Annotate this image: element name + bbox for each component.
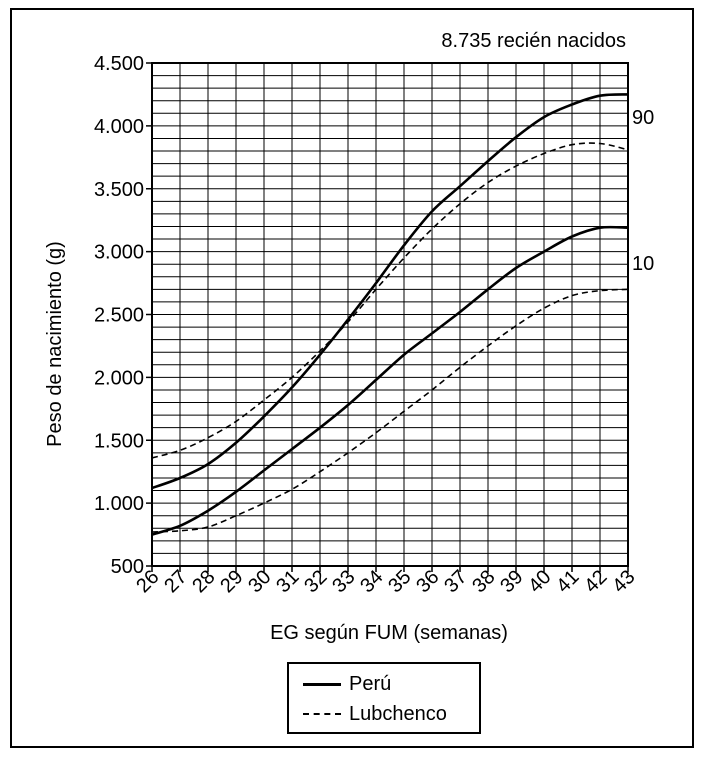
y-tick-label: 3.500 [94, 179, 144, 201]
sample-size-annotation: 8.735 recién nacidos [441, 30, 626, 52]
y-tick-label: 2.500 [94, 305, 144, 327]
y-tick-label: 2.000 [94, 367, 144, 389]
x-tick-label: 31 [272, 566, 303, 597]
dashed-line-swatch [303, 713, 341, 715]
x-tick-label: 27 [160, 566, 191, 597]
legend-label-peru: Perú [349, 672, 392, 695]
legend: Perú Lubchenco [287, 662, 481, 734]
y-tick-label: 4.500 [94, 53, 144, 75]
x-tick-label: 39 [496, 566, 527, 597]
grid [152, 63, 628, 566]
x-tick-label: 30 [244, 566, 275, 597]
figure-frame [10, 8, 694, 748]
legend-item-lubchenco: Lubchenco [303, 700, 447, 728]
percentile-10-label: 10 [632, 253, 654, 275]
y-tick-label: 3.000 [94, 242, 144, 264]
x-tick-label: 38 [468, 566, 499, 597]
y-axis-label: Peso de nacimiento (g) [44, 241, 66, 447]
x-tick-label: 41 [552, 566, 583, 597]
legend-item-peru: Perú [303, 670, 391, 698]
lubchenco-p90-line [151, 142, 629, 459]
x-axis-label: EG según FUM (semanas) [270, 622, 508, 644]
series-layer [151, 93, 629, 536]
y-tick-label: 500 [111, 556, 144, 578]
x-tick-label: 36 [412, 566, 443, 597]
y-axis: 500 1.000 1.500 2.000 2.500 3.000 3.500 4.000 4.… [94, 53, 152, 578]
lubchenco-p10-line [151, 288, 629, 533]
peru-p10-line [151, 225, 629, 536]
legend-label-lubchenco: Lubchenco [349, 702, 447, 725]
y-tick-label: 1.500 [94, 430, 144, 452]
x-tick-label: 32 [300, 566, 331, 597]
peru-p90-line [151, 93, 629, 490]
x-tick-label: 42 [580, 566, 611, 597]
x-tick-label: 33 [328, 566, 359, 597]
y-tick-label: 4.000 [94, 116, 144, 138]
solid-line-swatch [303, 682, 341, 686]
y-tick-label: 1.000 [94, 493, 144, 515]
x-tick-label: 43 [608, 566, 639, 597]
x-tick-label: 29 [216, 566, 247, 597]
percentile-90-label: 90 [632, 107, 654, 129]
x-tick-label: 34 [356, 566, 387, 597]
x-tick-label: 28 [188, 566, 219, 597]
x-tick-label: 35 [384, 566, 415, 597]
x-tick-label: 40 [524, 566, 555, 597]
x-tick-label: 37 [440, 566, 471, 597]
